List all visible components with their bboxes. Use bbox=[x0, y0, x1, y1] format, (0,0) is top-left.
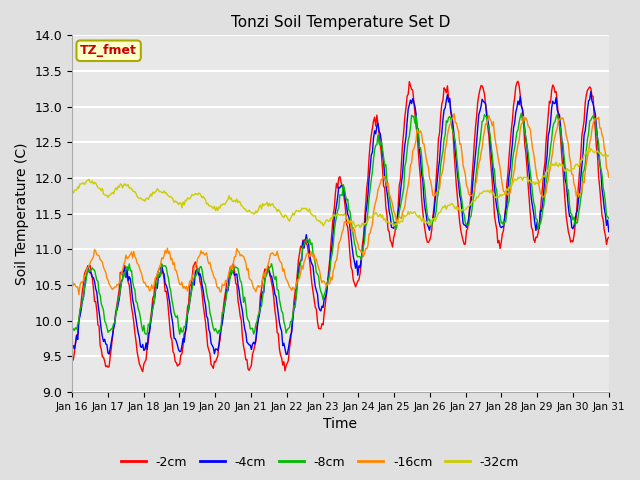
Title: Tonzi Soil Temperature Set D: Tonzi Soil Temperature Set D bbox=[231, 15, 450, 30]
Text: TZ_fmet: TZ_fmet bbox=[80, 44, 137, 57]
X-axis label: Time: Time bbox=[323, 418, 358, 432]
Legend: -2cm, -4cm, -8cm, -16cm, -32cm: -2cm, -4cm, -8cm, -16cm, -32cm bbox=[116, 451, 524, 474]
Y-axis label: Soil Temperature (C): Soil Temperature (C) bbox=[15, 143, 29, 285]
